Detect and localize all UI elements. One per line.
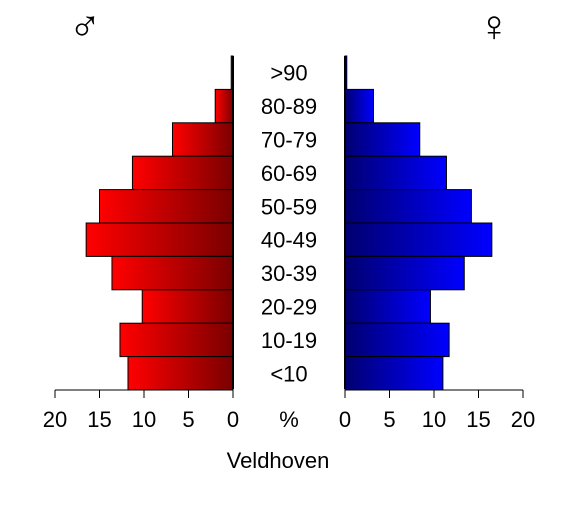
female-bar-8	[344, 322, 450, 358]
female-bar-5	[344, 222, 493, 257]
age-group-label-1: 80-89	[261, 94, 317, 119]
male-tick-label-1: 5	[182, 407, 194, 432]
x-axis-title: Veldhoven	[227, 448, 330, 473]
age-group-label-3: 60-69	[261, 161, 317, 186]
female-bar-9	[344, 356, 444, 391]
age-labels: >90 80-89 70-79 60-69 50-59 40-49 30-39 20-29 10…	[261, 61, 317, 387]
female-symbol: ♀	[478, 2, 511, 51]
male-tick-label-3: 15	[87, 407, 111, 432]
age-group-label-7: 20-29	[261, 295, 317, 320]
age-group-label-5: 40-49	[261, 228, 317, 253]
male-bar-8	[119, 322, 234, 358]
female-bar-3	[344, 155, 447, 191]
female-tick-label-4: 20	[511, 407, 535, 432]
age-group-label-9: <10	[270, 361, 307, 386]
male-bar-6	[111, 255, 234, 291]
female-tick-label-0: 0	[339, 407, 351, 432]
center-axis-label: %	[279, 407, 299, 432]
age-group-label-4: 50-59	[261, 194, 317, 219]
male-symbol: ♂	[69, 2, 102, 51]
male-bar-7	[141, 289, 234, 324]
male-x-axis: 0 5 10 15 20	[43, 389, 239, 432]
female-tick-label-3: 15	[466, 407, 490, 432]
age-group-label-2: 70-79	[261, 128, 317, 153]
male-tick-label-4: 20	[43, 407, 67, 432]
male-bar-1	[214, 88, 234, 124]
male-bars	[85, 55, 234, 391]
female-tick-label-2: 10	[422, 407, 446, 432]
female-bars	[344, 55, 493, 391]
male-tick-label-2: 10	[132, 407, 156, 432]
male-bar-3	[131, 155, 234, 191]
female-x-axis: 0 5 10 15 20	[339, 389, 535, 432]
male-bar-9	[127, 356, 234, 391]
male-tick-label-0: 0	[227, 407, 239, 432]
female-bar-6	[344, 255, 465, 291]
male-bar-4	[99, 189, 234, 224]
female-bar-7	[344, 289, 431, 324]
age-group-label-0: >90	[270, 61, 307, 86]
female-bar-1	[344, 88, 374, 124]
male-bar-2	[171, 122, 234, 157]
male-bar-5	[85, 222, 234, 257]
age-group-label-6: 30-39	[261, 261, 317, 286]
age-group-label-8: 10-19	[261, 328, 317, 353]
female-bar-2	[344, 122, 421, 157]
female-tick-label-1: 5	[383, 407, 395, 432]
female-bar-4	[344, 189, 472, 224]
